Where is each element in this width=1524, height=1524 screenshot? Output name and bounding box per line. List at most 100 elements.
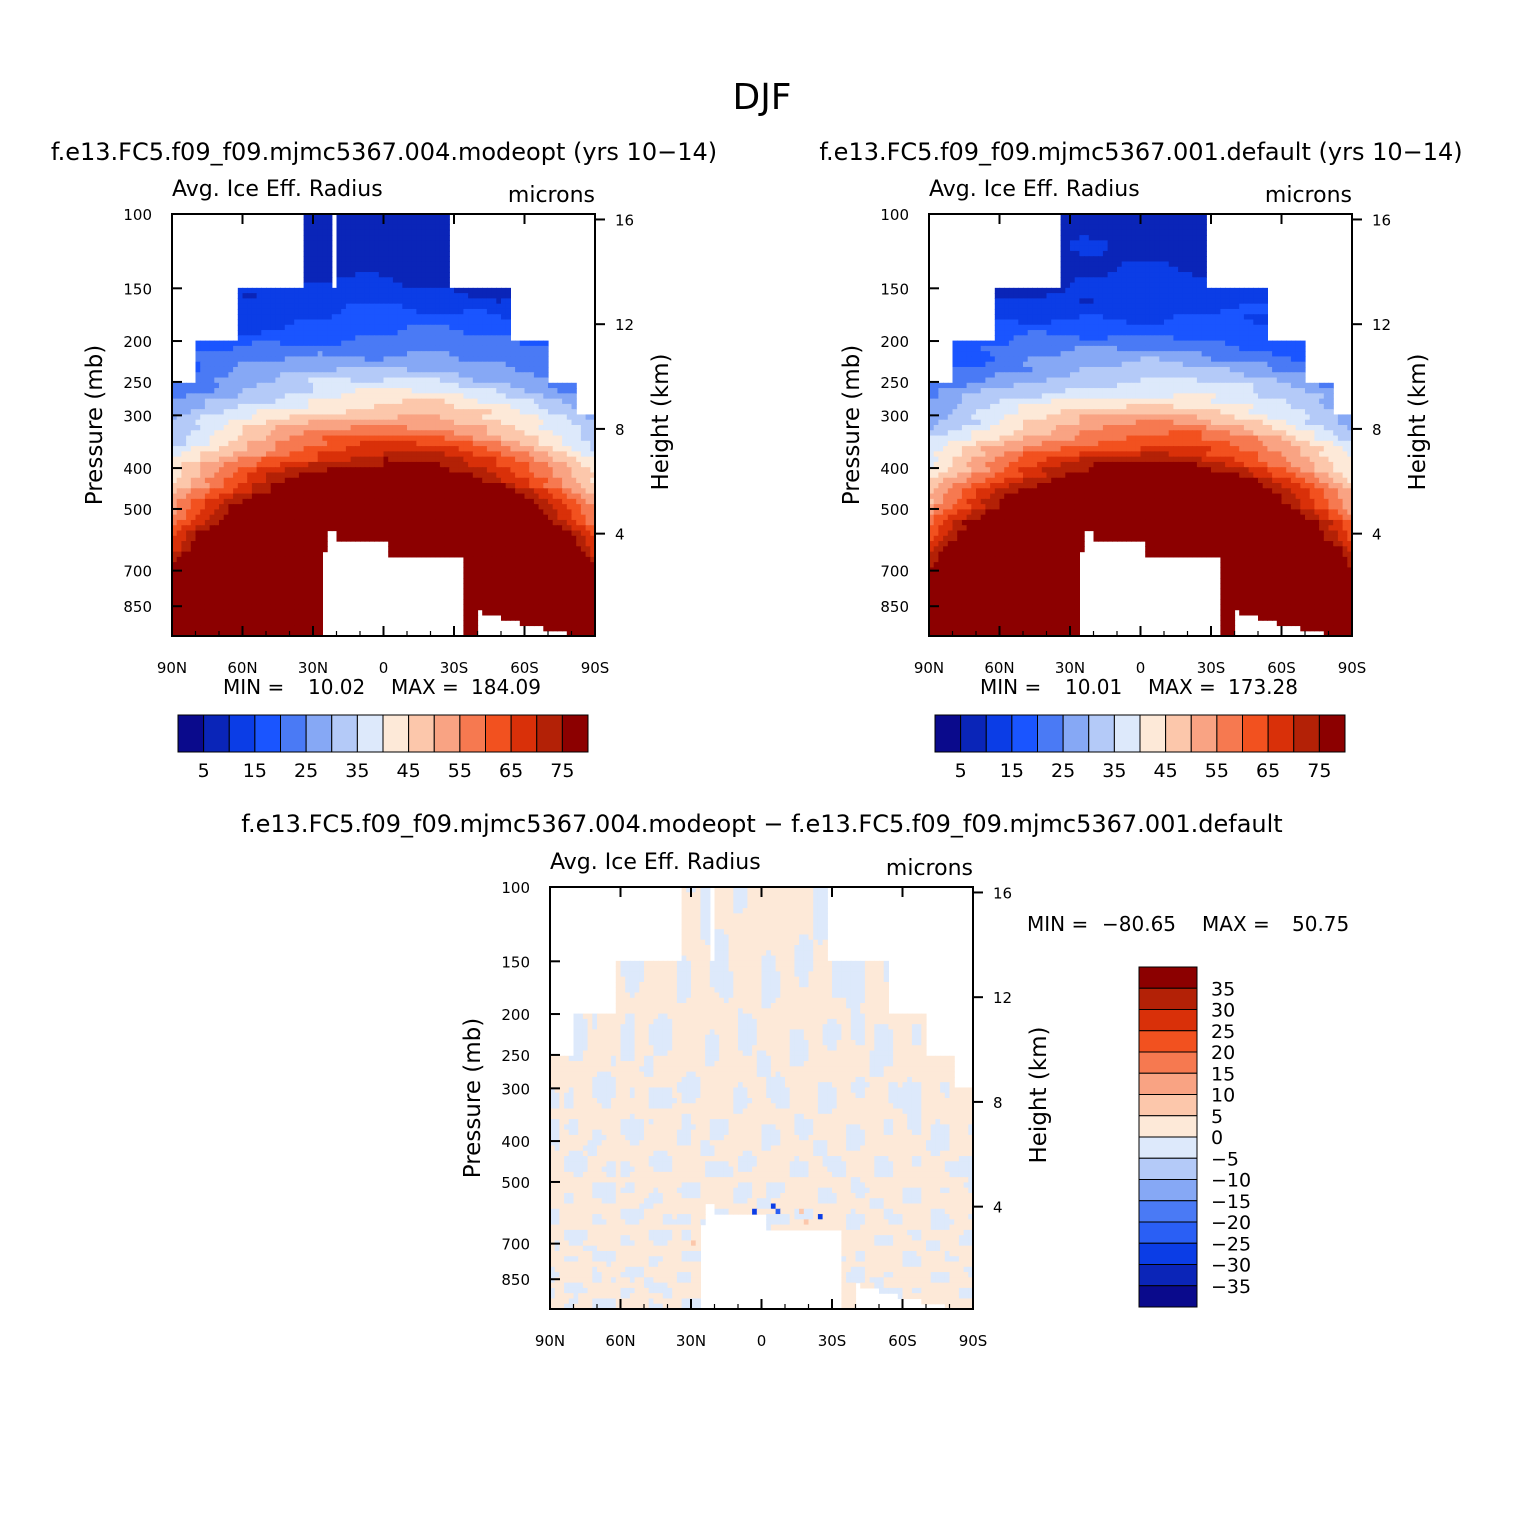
heatmap-cell [473, 441, 478, 447]
heatmap-cell [534, 393, 539, 399]
heatmap-cell [355, 478, 360, 484]
heatmap-cell [529, 341, 534, 347]
heatmap-cell [454, 457, 459, 463]
heatmap-cell [341, 409, 346, 415]
heatmap-cell [280, 309, 285, 315]
heatmap-cell [355, 219, 360, 225]
heatmap-cell [416, 351, 421, 357]
heatmap-cell [351, 251, 356, 257]
heatmap-cell [304, 283, 309, 289]
heatmap-cell [271, 583, 276, 589]
heatmap-cell [313, 441, 318, 447]
heatmap-cell [388, 372, 393, 378]
heatmap-cell [299, 304, 304, 310]
heatmap-cell [431, 230, 436, 236]
heatmap-cell [463, 372, 468, 378]
heatmap-cell [257, 578, 262, 584]
heatmap-cell [224, 341, 229, 347]
heatmap-cell [322, 420, 327, 426]
heatmap-cell [181, 494, 186, 500]
heatmap-cell [294, 578, 299, 584]
heatmap-cell [478, 436, 483, 442]
heatmap-cell [435, 472, 440, 478]
heatmap-cell [473, 552, 478, 558]
heatmap-cell [416, 499, 421, 505]
heatmap-cell [233, 457, 238, 463]
heatmap-cell [308, 272, 313, 278]
heatmap-cell [506, 589, 511, 595]
heatmap-cell [468, 314, 473, 320]
heatmap-cell [539, 525, 544, 531]
heatmap-cell [534, 430, 539, 436]
heatmap-cell [506, 531, 511, 537]
heatmap-cell [421, 425, 426, 431]
heatmap-cell [449, 536, 454, 542]
heatmap-cell [313, 430, 318, 436]
heatmap-cell [351, 309, 356, 315]
heatmap-cell [252, 467, 257, 473]
heatmap-cell [525, 525, 530, 531]
heatmap-cell [454, 420, 459, 426]
heatmap-cell [412, 383, 417, 389]
heatmap-cell [181, 462, 186, 468]
figure-title: DJF [732, 77, 791, 118]
heatmap-cell [294, 404, 299, 410]
heatmap-cell [299, 541, 304, 547]
heatmap-cell [431, 320, 436, 326]
heatmap-cell [567, 567, 572, 573]
heatmap-cell [459, 436, 464, 442]
heatmap-cell [327, 388, 332, 394]
heatmap-cell [313, 589, 318, 595]
heatmap-cell [449, 499, 454, 505]
heatmap-cell [304, 436, 309, 442]
heatmap-cell [482, 583, 487, 589]
heatmap-cell [506, 351, 511, 357]
heatmap-cell [435, 330, 440, 336]
heatmap-cell [228, 515, 233, 521]
heatmap-cell [431, 298, 436, 304]
heatmap-cell [557, 573, 562, 579]
heatmap-cell [501, 578, 506, 584]
heatmap-cell [567, 441, 572, 447]
heatmap-cell [393, 225, 398, 231]
heatmap-cell [421, 520, 426, 526]
heatmap-cell [525, 362, 530, 368]
heatmap-cell [247, 515, 252, 521]
heatmap-cell [346, 346, 351, 352]
heatmap-cell [360, 256, 365, 262]
heatmap-cell [308, 314, 313, 320]
heatmap-cell [440, 525, 445, 531]
heatmap-cell [355, 356, 360, 362]
heatmap-cell [214, 399, 219, 405]
heatmap-cell [379, 515, 384, 521]
heatmap-cell [266, 567, 271, 573]
heatmap-cell [581, 504, 586, 510]
heatmap-cell [393, 240, 398, 246]
heatmap-cell [426, 261, 431, 267]
heatmap-cell [177, 499, 182, 505]
heatmap-cell [243, 314, 248, 320]
heatmap-cell [294, 546, 299, 552]
heatmap-cell [525, 541, 530, 547]
heatmap-cell [257, 341, 262, 347]
heatmap-cell [224, 457, 229, 463]
heatmap-cell [421, 246, 426, 252]
heatmap-cell [280, 383, 285, 389]
heatmap-cell [435, 399, 440, 405]
heatmap-cell [487, 351, 492, 357]
heatmap-cell [181, 457, 186, 463]
heatmap-cell [369, 409, 374, 415]
heatmap-cell [294, 356, 299, 362]
heatmap-cell [393, 404, 398, 410]
heatmap-cell [412, 499, 417, 505]
heatmap-cell [214, 467, 219, 473]
heatmap-cell [416, 272, 421, 278]
heatmap-cell [482, 288, 487, 294]
heatmap-cell [435, 346, 440, 352]
heatmap-cell [567, 531, 572, 537]
heatmap-cell [299, 552, 304, 558]
heatmap-cell [506, 457, 511, 463]
heatmap-cell [275, 525, 280, 531]
heatmap-cell [496, 409, 501, 415]
heatmap-cell [294, 589, 299, 595]
